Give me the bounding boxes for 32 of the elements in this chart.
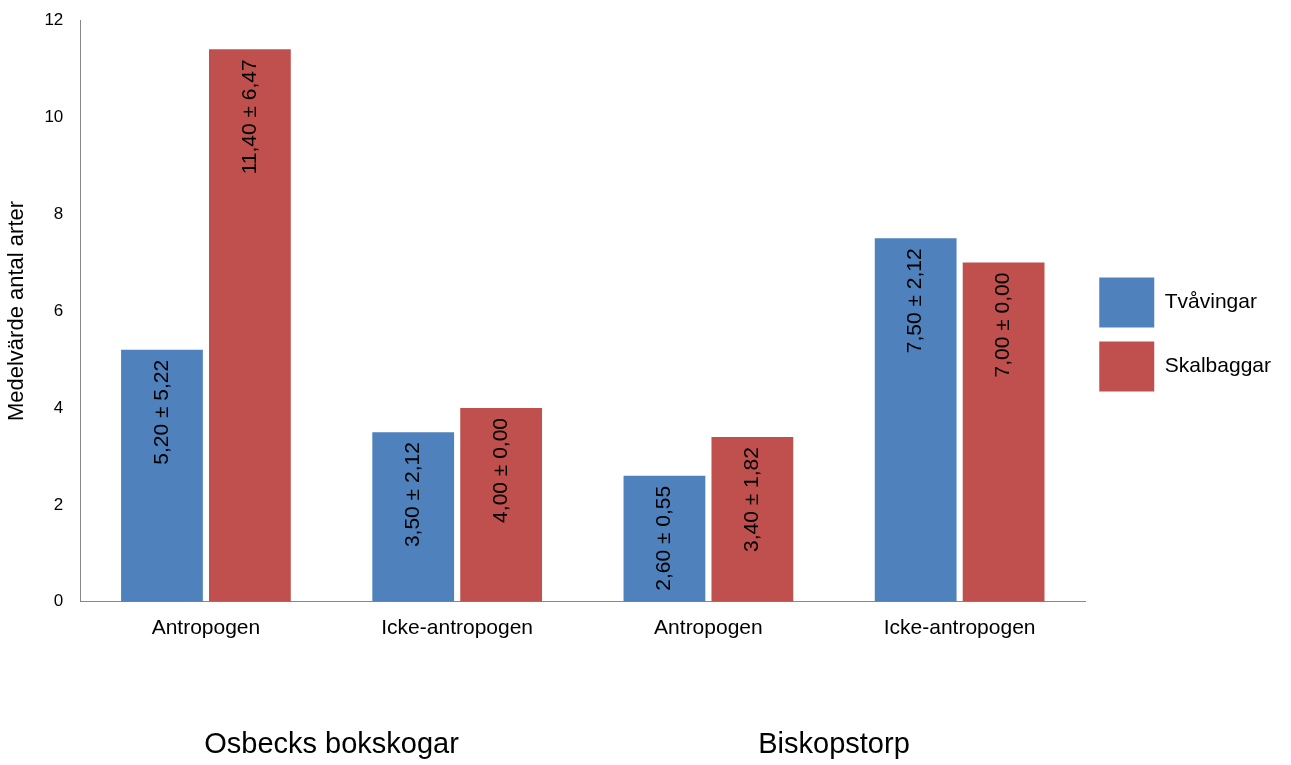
bar — [623, 475, 706, 602]
bar — [209, 49, 291, 602]
x-tick-label: Antropogen — [151, 615, 261, 639]
y-tick-label: 10 — [44, 106, 64, 126]
y-tick-label: 12 — [44, 9, 64, 29]
text: Osbecks bokskogar — [204, 727, 460, 759]
bar — [121, 349, 203, 602]
bar — [372, 432, 455, 602]
data-label: 3,50 ± 2,12 — [400, 442, 423, 548]
x-tick-label: Icke-antropogen — [381, 615, 534, 639]
bar — [962, 262, 1045, 602]
x-tick-label: Icke-antropogen — [883, 615, 1036, 639]
y-tick-label: 0 — [53, 591, 64, 611]
data-label: 7,50 ± 2,12 — [902, 248, 926, 354]
bar — [874, 238, 957, 602]
bar — [460, 407, 543, 602]
legend-label: Skalbaggar — [1164, 353, 1272, 377]
data-label: 2,60 ± 0,55 — [651, 485, 675, 591]
text: Biskopstorp — [758, 727, 910, 759]
x-tick-label: Antropogen — [654, 615, 763, 639]
y-tick-label: 2 — [53, 494, 64, 514]
data-label: 7,00 ± 0,00 — [990, 272, 1014, 378]
y-tick-label: 8 — [53, 203, 64, 223]
data-label: 4,00 ± 0,00 — [487, 417, 511, 523]
y-tick-label: 6 — [53, 300, 64, 320]
y-axis-title: Medelvärde antal arter — [3, 200, 29, 422]
data-label: 5,20 ± 5,22 — [148, 359, 172, 465]
y-tick-label: 4 — [53, 397, 64, 417]
data-label: 11,40 ± 6,47 — [236, 59, 260, 175]
data-label: 3,40 ± 1,82 — [739, 447, 763, 552]
legend-label: Tvåvingar — [1164, 289, 1257, 313]
bar — [711, 437, 794, 602]
